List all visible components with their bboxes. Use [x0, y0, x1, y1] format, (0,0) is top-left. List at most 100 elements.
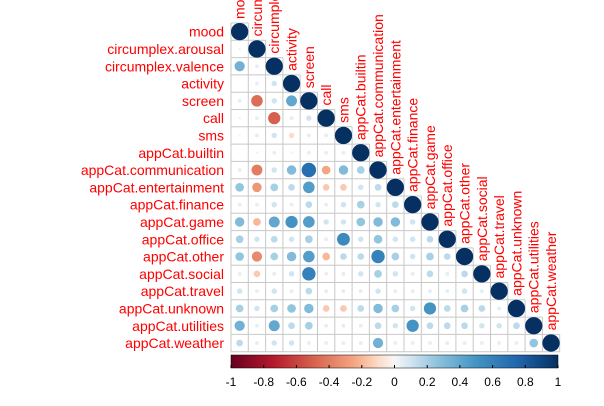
corr-circle-appCat.communication-circumplex.arousal: [251, 164, 263, 176]
corr-circle-appCat.other-circumplex.arousal: [251, 251, 263, 262]
corr-circle-appCat.social-sms: [341, 271, 346, 276]
corr-circle-appCat.utilities-appCat.builtin: [358, 323, 363, 328]
corr-circle-appCat.unknown-appCat.communication: [373, 303, 383, 314]
corr-circle-activity-circumplex.valence: [271, 80, 277, 87]
corr-circle-appCat.entertainment-appCat.builtin: [358, 184, 364, 191]
corr-circle-screen-activity: [286, 95, 298, 107]
corr-circle-sms-circumplex.valence: [271, 132, 277, 139]
colorbar-tick-label: -1: [226, 375, 237, 389]
row-label: call: [203, 110, 224, 126]
corr-circle-circumplex.valence-circumplex.arousal: [255, 64, 259, 69]
corr-circle-appCat.unknown-appCat.entertainment: [391, 304, 400, 313]
column-labels: moodcircumplex.arousalcircumplex.valence…: [232, 0, 559, 330]
corr-circle-appCat.office-appCat.communication: [373, 234, 383, 244]
corr-circle-appCat.entertainment-circumplex.valence: [270, 183, 279, 192]
corr-circle-appCat.office-circumplex.valence: [270, 235, 278, 243]
colorbar-tick-label: 0.2: [419, 375, 436, 389]
column-label: appCat.social: [474, 176, 490, 261]
corr-circle-appCat.builtin-activity: [290, 151, 293, 154]
colorbar: -1 -0.8 -0.6 -0.4 -0.2 0 0.2 0.4 0.6 0.8 1: [226, 354, 562, 389]
corr-circle-appCat.weather-sms: [341, 341, 346, 345]
corr-circle-appCat.unknown-appCat.other: [460, 304, 469, 313]
corr-circle-appCat.builtin-mood: [238, 151, 241, 154]
corr-circle-mood-mood: [231, 23, 249, 41]
corr-circle-appCat.social-call: [324, 271, 329, 276]
corr-circle-appCat.unknown-sms: [340, 305, 347, 312]
corr-circle-call-screen: [306, 115, 312, 121]
corr-circle-appCat.utilities-appCat.travel: [496, 323, 502, 329]
corr-circle-appCat.weather-appCat.social: [479, 341, 484, 345]
corr-circle-appCat.unknown-appCat.finance: [409, 305, 416, 312]
corr-circle-appCat.utilities-appCat.entertainment: [392, 323, 399, 329]
corr-circle-appCat.social-circumplex.arousal: [253, 270, 261, 278]
corr-circle-appCat.social-screen: [302, 267, 316, 281]
corr-circle-appCat.game-appCat.builtin: [356, 217, 366, 227]
corr-circle-appCat.finance-appCat.finance: [404, 196, 422, 214]
colorbar-tick-label: -0.6: [286, 375, 307, 389]
corr-circle-appCat.unknown-appCat.travel: [497, 306, 502, 311]
row-label: sms: [198, 127, 224, 143]
corr-circle-appCat.weather-appCat.finance: [410, 341, 415, 345]
colorbar-tick-label: 0.6: [484, 375, 501, 389]
column-label: circumplex.arousal: [249, 0, 265, 36]
corr-circle-appCat.unknown-appCat.unknown: [507, 299, 526, 318]
corr-circle-appCat.social-mood: [237, 271, 242, 276]
colorbar-tick-label: 0: [391, 375, 398, 389]
corr-circle-appCat.travel-mood: [236, 288, 243, 294]
corr-circle-screen-screen: [300, 92, 318, 110]
corr-circle-appCat.communication-screen: [301, 162, 317, 178]
column-label: appCat.other: [457, 163, 473, 244]
column-label: appCat.utilities: [526, 221, 542, 313]
column-label: appCat.travel: [491, 195, 507, 278]
corr-circle-appCat.travel-circumplex.arousal: [255, 289, 259, 294]
corr-circle-appCat.travel-circumplex.valence: [271, 288, 277, 294]
corr-circle-appCat.travel-call: [324, 289, 329, 294]
corr-circle-appCat.travel-appCat.entertainment: [393, 289, 398, 294]
corr-circle-appCat.finance-appCat.builtin: [356, 200, 365, 209]
corr-circle-sms-sms: [334, 126, 353, 145]
corr-circle-appCat.other-appCat.game: [426, 252, 434, 261]
row-label: appCat.utilities: [132, 318, 224, 334]
corr-circle-appCat.communication-circumplex.valence: [271, 167, 277, 173]
corr-circle-appCat.weather-appCat.communication: [372, 337, 384, 349]
corr-circle-appCat.unknown-call: [322, 305, 330, 312]
corr-circle-appCat.utilities-appCat.unknown: [513, 322, 520, 330]
row-label: appCat.finance: [130, 197, 224, 213]
corr-circle-appCat.entertainment-activity: [288, 184, 295, 191]
corr-circle-appCat.utilities-sms: [341, 323, 346, 328]
corr-circle-appCat.communication-appCat.builtin: [356, 166, 365, 174]
corr-circle-appCat.weather-appCat.weather: [542, 334, 560, 352]
corr-circle-appCat.game-call: [323, 219, 329, 225]
corr-circle-appCat.utilities-screen: [304, 321, 313, 330]
corr-circle-appCat.social-appCat.finance: [410, 271, 415, 276]
corr-circle-appCat.utilities-appCat.utilities: [525, 317, 543, 335]
column-label: activity: [284, 28, 300, 71]
corr-circle-appCat.communication-mood: [237, 168, 242, 172]
corr-circle-appCat.finance-circumplex.valence: [271, 201, 277, 208]
corr-circle-appCat.office-appCat.game: [426, 235, 434, 243]
corr-circle-appCat.office-sms: [337, 232, 350, 246]
corr-circle-appCat.unknown-appCat.game: [423, 302, 437, 315]
corr-circle-appCat.entertainment-appCat.communication: [374, 184, 382, 191]
corr-circle-circumplex.arousal-mood: [238, 47, 241, 51]
colorbar-tick-label: 1: [555, 375, 562, 389]
grid: [230, 22, 561, 353]
row-label: circumplex.arousal: [107, 41, 224, 57]
colorbar-tick-label: 0.4: [452, 375, 469, 389]
row-label: appCat.builtin: [138, 145, 224, 161]
column-label: appCat.builtin: [353, 54, 369, 140]
corr-circle-appCat.utilities-mood: [234, 320, 245, 331]
corr-circle-appCat.communication-sms: [338, 165, 349, 175]
corr-circle-appCat.finance-appCat.entertainment: [392, 201, 399, 208]
corr-circle-appCat.weather-appCat.builtin: [358, 341, 363, 345]
corr-circle-call-activity: [289, 116, 294, 121]
column-label: mood: [232, 0, 248, 19]
corr-circle-appCat.communication-appCat.communication: [369, 161, 387, 179]
corr-circle-appCat.communication-call: [321, 165, 331, 175]
corr-circle-appCat.office-circumplex.arousal: [254, 236, 260, 242]
column-label: appCat.weather: [543, 231, 559, 330]
corr-circle-appCat.office-appCat.entertainment: [392, 236, 399, 242]
corr-circle-activity-activity: [282, 74, 301, 93]
corr-circle-appCat.utilities-appCat.social: [479, 323, 485, 329]
corr-circle-appCat.travel-sms: [341, 289, 346, 294]
